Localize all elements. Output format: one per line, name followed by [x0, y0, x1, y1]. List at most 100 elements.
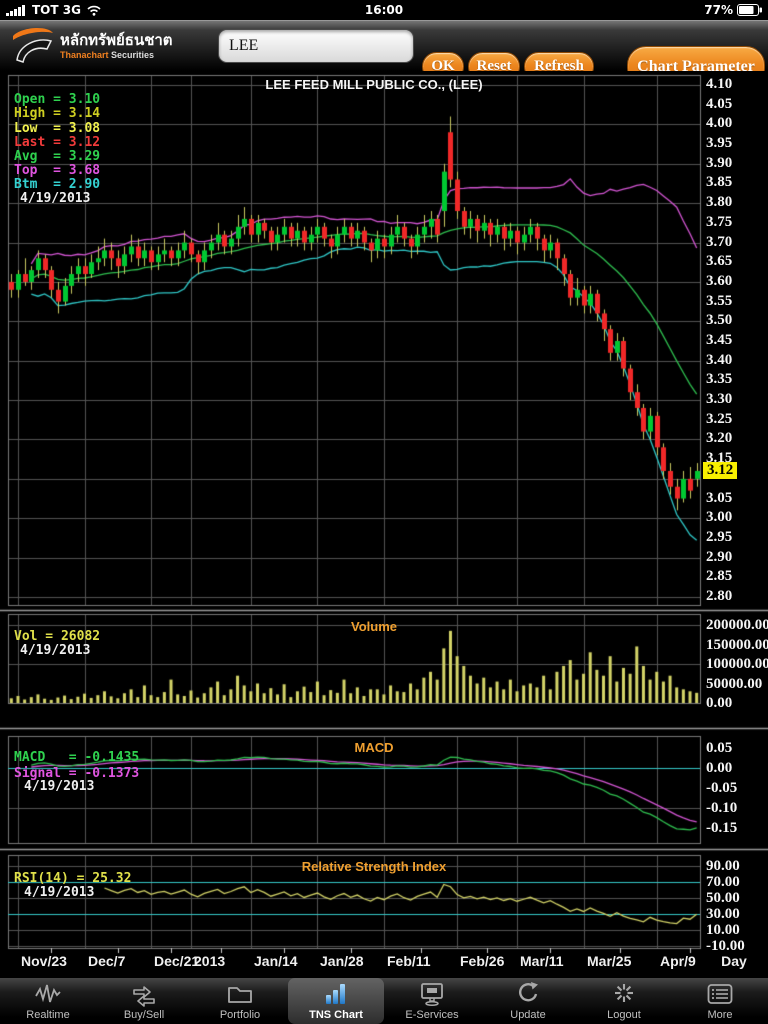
rsi-axis-label: 30.00 — [706, 906, 740, 922]
price-axis-label: 2.90 — [706, 549, 733, 565]
price-axis-label: 4.05 — [706, 96, 733, 112]
x-axis-label: Mar/25 — [587, 953, 632, 969]
x-axis-label: 2013 — [194, 953, 226, 969]
folder-icon — [228, 987, 252, 1003]
tab-realtime[interactable]: Realtime — [0, 978, 96, 1024]
price-axis-label: 3.35 — [706, 371, 733, 387]
waveform-icon — [35, 984, 61, 1003]
volume-title: Volume — [351, 619, 397, 634]
refresh-icon — [519, 982, 538, 1002]
status-bar: 16:00 TOT 3G 77% — [0, 0, 768, 20]
price-axis-label: 3.90 — [706, 155, 733, 171]
tab-tns-chart[interactable]: TNS Chart — [288, 978, 384, 1024]
macd-axis-label: -0.05 — [706, 780, 738, 796]
rsi-title: Relative Strength Index — [301, 859, 447, 874]
volume-axis-label: 50000.00 — [706, 676, 763, 692]
x-axis-unit: Day — [721, 953, 747, 969]
tab-logout[interactable]: Logout — [576, 978, 672, 1024]
x-axis-label: Mar/11 — [520, 953, 564, 969]
volume-axis-label: 0.00 — [706, 695, 733, 711]
chart-area: LEE FEED MILL PUBLIC CO., (LEE) Open = 3… — [0, 71, 768, 978]
symbol-input[interactable] — [218, 29, 414, 63]
macd-legend: MACD = -0.1435 — [14, 750, 140, 765]
monitor-icon — [421, 983, 443, 1007]
signal-strength-icon — [6, 5, 25, 16]
x-axis-label: Dec/21 — [154, 953, 200, 969]
carrier-label: TOT 3G — [32, 3, 81, 17]
price-axis-label: 3.05 — [706, 490, 733, 506]
price-axis-label: 3.95 — [706, 135, 733, 151]
tab-update[interactable]: Update — [480, 978, 576, 1024]
macd-date: 4/19/2013 — [24, 779, 95, 794]
x-axis-label: Apr/9 — [660, 953, 696, 969]
x-axis-label: Dec/7 — [88, 953, 126, 969]
legend-btm: Btm = 2.90 — [14, 177, 101, 192]
rsi-axis-label: 50.00 — [706, 890, 740, 906]
thanachart-logo: หลักทรัพย์ธนชาต Thanachart Securities — [8, 25, 173, 67]
price-axis-label: 3.80 — [706, 194, 733, 210]
tab-portfolio[interactable]: Portfolio — [192, 978, 288, 1024]
rsi-legend: RSI(14) = 25.32 — [14, 871, 132, 886]
volume-date: 4/19/2013 — [20, 643, 91, 658]
price-axis-label: 3.25 — [706, 411, 733, 427]
volume-axis-label: 150000.00 — [706, 637, 768, 653]
bar-chart-icon — [326, 984, 345, 1004]
price-axis-label: 3.30 — [706, 391, 733, 407]
list-icon — [707, 984, 733, 1004]
price-axis-label: 3.65 — [706, 253, 733, 269]
price-axis-label: 3.70 — [706, 234, 733, 250]
legend-high: High = 3.14 — [14, 106, 101, 121]
brand-name-thai: หลักทรัพย์ธนชาต — [60, 31, 173, 50]
x-axis-label: Nov/23 — [21, 953, 67, 969]
legend-last: Last = 3.12 — [14, 135, 101, 150]
arrows-icon — [133, 986, 155, 1007]
rsi-axis-label: 90.00 — [706, 858, 740, 874]
legend-low: Low = 3.08 — [14, 121, 101, 136]
price-axis-label: 3.55 — [706, 293, 733, 309]
price-axis-label: 3.75 — [706, 214, 733, 230]
price-axis-label: 4.00 — [706, 115, 733, 131]
price-axis-label: 4.10 — [706, 76, 733, 92]
legend-top: Top = 3.68 — [14, 163, 101, 178]
battery-icon — [737, 4, 762, 16]
price-axis-label: 2.85 — [706, 568, 733, 584]
tab-more[interactable]: More — [672, 978, 768, 1024]
legend-avg: Avg = 3.29 — [14, 149, 101, 164]
volume-axis-label: 200000.00 — [706, 617, 768, 633]
macd-title: MACD — [354, 740, 394, 755]
toolbar: หลักทรัพย์ธนชาต Thanachart Securities OK… — [0, 20, 768, 87]
x-axis-label: Jan/14 — [254, 953, 298, 969]
volume-legend: Vol = 26082 — [14, 629, 101, 644]
x-axis-label: Feb/26 — [460, 953, 505, 969]
price-axis-label: 3.20 — [706, 430, 733, 446]
price-axis-label: 3.40 — [706, 352, 733, 368]
rsi-axis-label: -10.00 — [706, 938, 745, 954]
rsi-date: 4/19/2013 — [24, 885, 95, 900]
wifi-icon — [87, 5, 101, 16]
brand-name-en: Thanachart Securities — [60, 49, 155, 60]
legend-open: Open = 3.10 — [14, 92, 101, 107]
tab-buy-sell[interactable]: Buy/Sell — [96, 978, 192, 1024]
tab-bar: Realtime Buy/Sell Portfolio — [0, 978, 768, 1024]
x-axis-label: Jan/28 — [320, 953, 364, 969]
rsi-axis-label: 70.00 — [706, 874, 740, 890]
battery-percent: 77% — [704, 3, 733, 17]
chart-title: LEE FEED MILL PUBLIC CO., (LEE) — [265, 77, 483, 92]
clock: 16:00 — [364, 3, 404, 17]
tab-e-services[interactable]: E-Services — [384, 978, 480, 1024]
signal-legend: Signal = -0.1373 — [14, 766, 140, 781]
macd-axis-label: 0.05 — [706, 740, 733, 756]
price-axis-label: 3.85 — [706, 174, 733, 190]
rsi-axis-label: 10.00 — [706, 922, 740, 938]
price-axis-label: 2.80 — [706, 588, 733, 604]
volume-axis-label: 100000.00 — [706, 656, 768, 672]
price-axis-label: 3.45 — [706, 332, 733, 348]
x-axis-label: Feb/11 — [387, 953, 431, 969]
price-axis-label: 3.50 — [706, 312, 733, 328]
legend-date: 4/19/2013 — [20, 191, 91, 206]
price-axis-label: 3.00 — [706, 509, 733, 525]
macd-axis-label: -0.15 — [706, 820, 738, 836]
macd-axis-label: 0.00 — [706, 760, 733, 776]
thanachart-logo-mark — [13, 27, 53, 63]
